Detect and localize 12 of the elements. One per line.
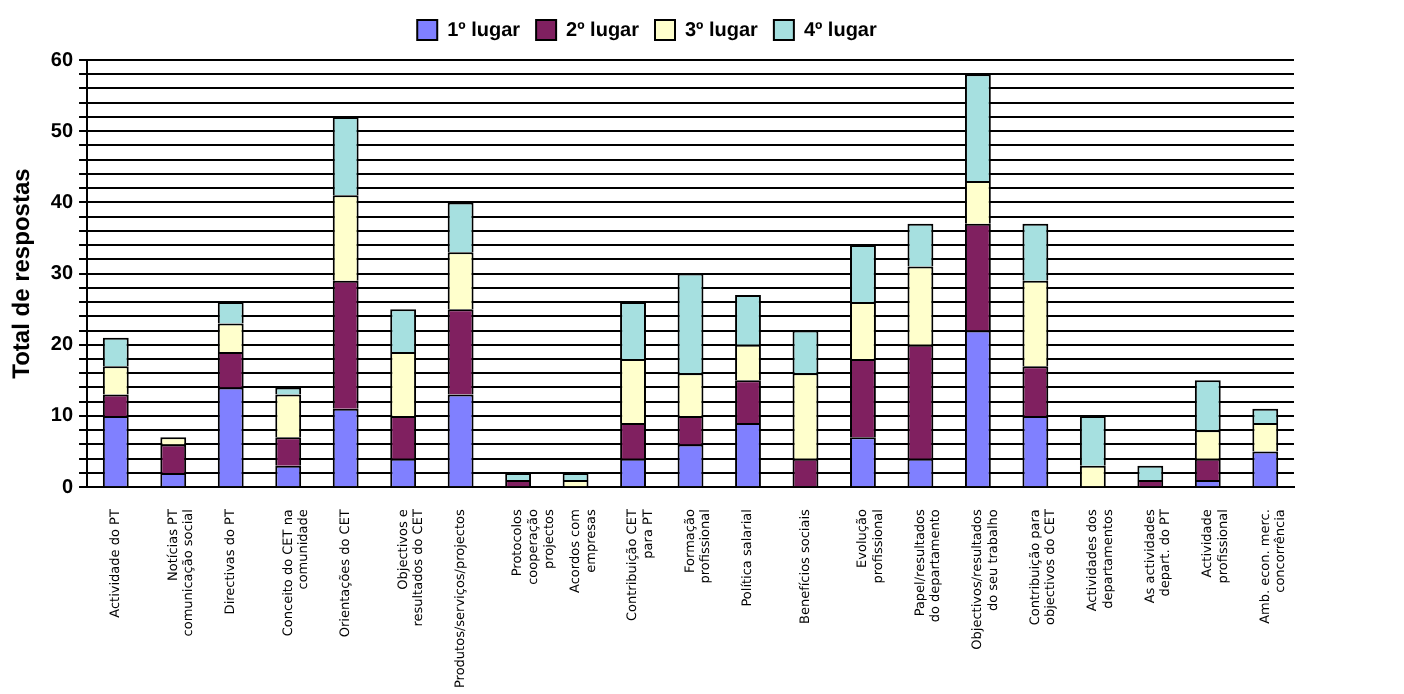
legend-label: 1º lugar: [447, 19, 521, 42]
y-tick-label: 40: [50, 191, 74, 214]
legend-label: 4º lugar: [803, 19, 877, 42]
y-axis-title: Total de respostas: [7, 167, 36, 379]
y-tick-label: 0: [61, 476, 74, 499]
y-tick-label: 20: [50, 334, 74, 357]
legend-label: 2º lugar: [566, 19, 640, 42]
y-tick-label: 10: [50, 405, 74, 428]
legend-label: 3º lugar: [685, 19, 759, 42]
y-tick-label: 30: [50, 263, 74, 286]
y-tick-label: 60: [50, 49, 74, 72]
y-tick-label: 50: [50, 120, 74, 143]
